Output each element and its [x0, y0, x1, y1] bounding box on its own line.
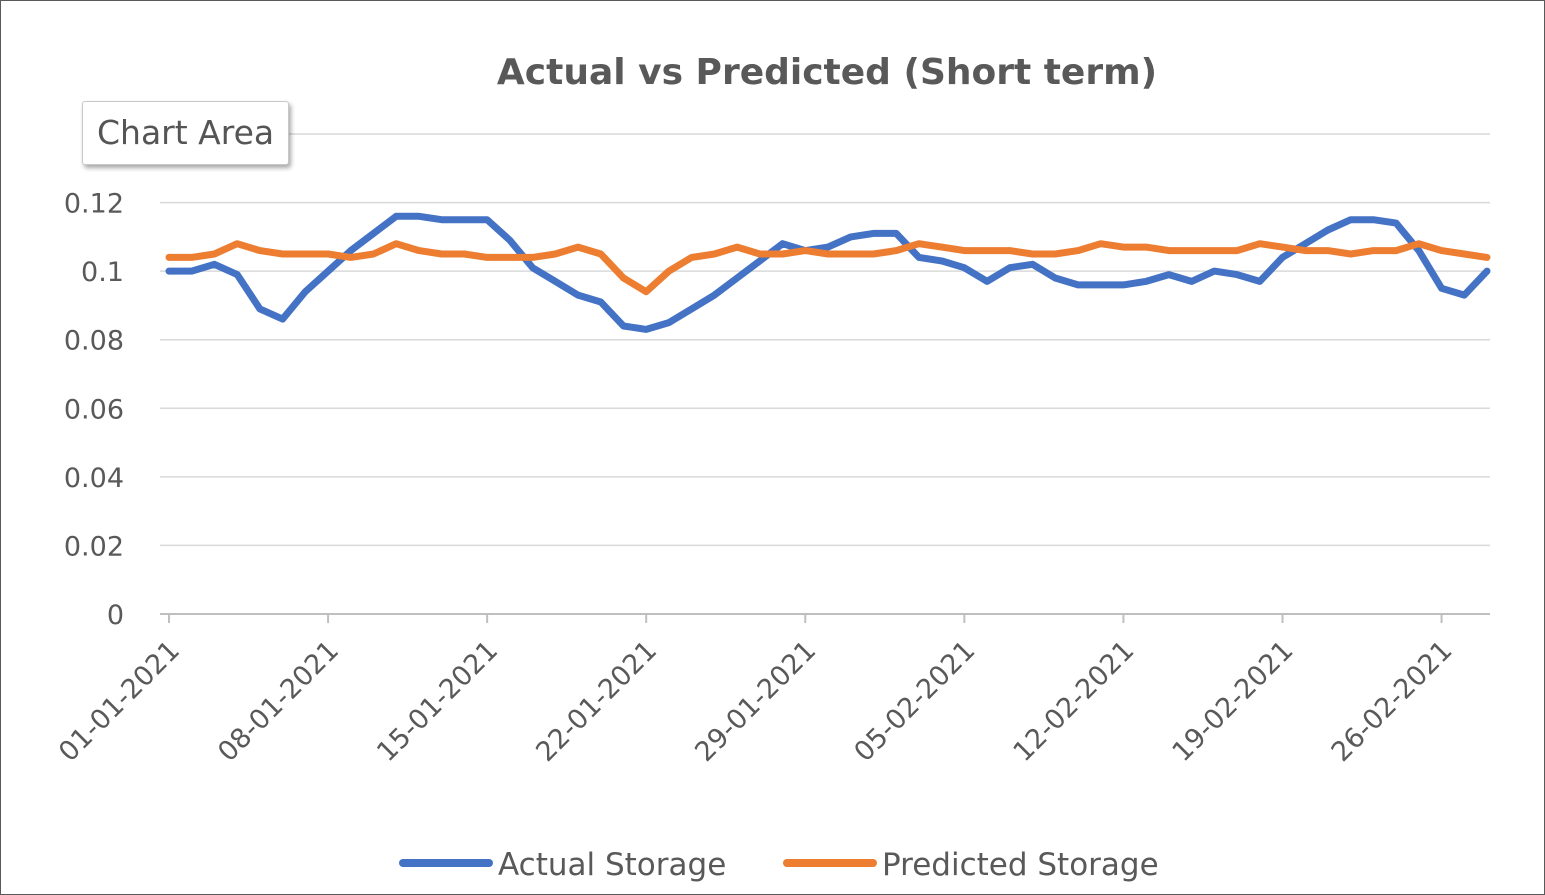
gridlines	[160, 133, 1490, 547]
x-tick-label: 15-01-2021	[371, 635, 504, 768]
x-tick-label: 01-01-2021	[53, 635, 186, 768]
y-tick-label: 0	[107, 600, 124, 631]
y-tick-label: 0.04	[64, 463, 124, 494]
x-tick-label: 22-01-2021	[530, 635, 663, 768]
x-axis: 01-01-2021 08-01-2021 15-01-2021 22-01-2021…	[53, 613, 1490, 768]
legend[interactable]: Actual Storage Predicted Storage	[399, 847, 1159, 883]
x-tick-label: 12-02-2021	[1007, 635, 1140, 768]
series-line-actual[interactable]	[165, 212, 1491, 333]
x-tick-label: 29-01-2021	[689, 635, 822, 768]
legend-label-actual: Actual Storage	[498, 847, 726, 883]
plot-area[interactable]	[165, 212, 1491, 333]
y-tick-label: 0.02	[64, 531, 124, 562]
y-axis-ticks: 0. 00.020.040.060.080.10.12	[64, 122, 124, 631]
y-tick-label: 0.12	[64, 189, 124, 220]
chart-area-tooltip: Chart Area	[82, 101, 290, 165]
x-tick-label: 05-02-2021	[848, 635, 981, 768]
y-tick-label: 0.06	[64, 394, 124, 425]
x-tick-label: 08-01-2021	[212, 635, 345, 768]
x-tick-label: 26-02-2021	[1326, 635, 1459, 768]
y-tick-label: 0.1	[81, 257, 124, 288]
x-tick-label: 19-02-2021	[1167, 635, 1300, 768]
y-tick-label: 0.08	[64, 326, 124, 357]
chart-title: Actual vs Predicted (Short term)	[497, 52, 1157, 93]
legend-label-predicted: Predicted Storage	[882, 847, 1159, 883]
series-line-predicted[interactable]	[165, 240, 1491, 296]
